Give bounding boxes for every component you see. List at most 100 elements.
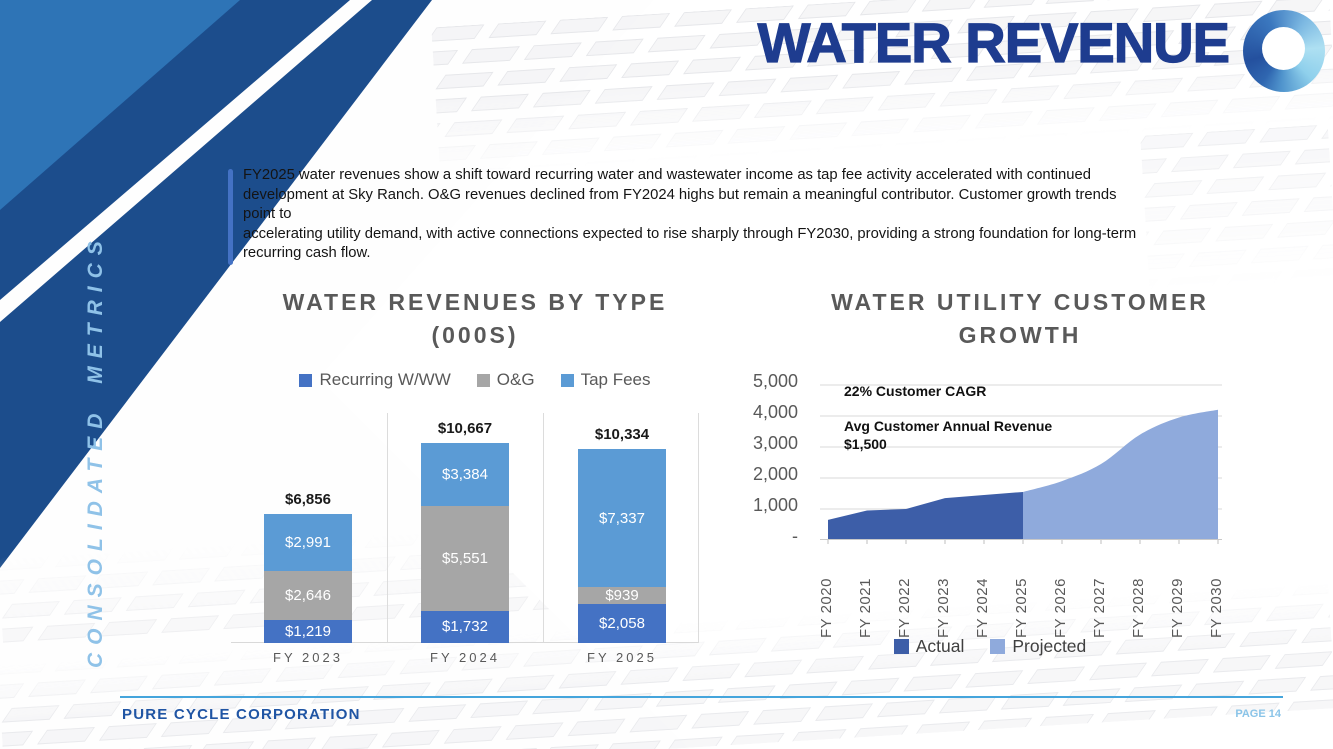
legend-item: Projected [990, 636, 1086, 657]
pattern-tile [98, 723, 157, 741]
area-chart-title-line1: WATER UTILITY CUSTOMER [831, 289, 1209, 315]
pattern-tile [550, 16, 609, 35]
legend-label: Tap Fees [580, 370, 651, 389]
pattern-tile [470, 700, 529, 719]
pattern-tile [435, 71, 494, 90]
pattern-tile [523, 42, 582, 60]
bar-segment: $1,219 [264, 620, 352, 643]
bar-segment: $7,337 [578, 449, 666, 587]
legend-label: Actual [915, 636, 965, 656]
bar-segment-label: $939 [605, 587, 639, 605]
legend-swatch [299, 373, 313, 387]
pattern-tile [431, 123, 441, 141]
pattern-tile [431, 24, 485, 42]
pattern-tile [443, 726, 502, 744]
pattern-tile [125, 593, 184, 611]
summary-line: accelerating utility demand, with active… [243, 225, 1137, 242]
pattern-tile [134, 745, 193, 749]
pattern-tile [461, 46, 520, 64]
legend-item: O&G [476, 370, 535, 390]
pattern-tile [381, 729, 440, 748]
summary-accent-bar [228, 169, 233, 265]
legend-swatch [476, 373, 490, 387]
bar-segment-label: $3,384 [442, 466, 488, 484]
bar-segment-label: $1,732 [442, 618, 488, 636]
water-revenues-by-type-chart: WATER REVENUES BY TYPE (000S) Recurring … [225, 286, 725, 686]
y-tick-label: - [792, 526, 798, 546]
pattern-tile [0, 626, 34, 645]
legend-label: O&G [496, 370, 535, 389]
pattern-tile [532, 696, 591, 715]
area-chart-legend: Actual Projected [740, 636, 1240, 657]
pattern-tile [311, 686, 370, 704]
page-title: WATER REVENUE [757, 10, 1231, 74]
avg-revenue-annotation: Avg Customer Annual Revenue [844, 418, 1053, 434]
pattern-tile [431, 97, 468, 116]
bar-total-label: $6,856 [285, 491, 331, 509]
pattern-tile [319, 733, 378, 749]
x-tick-label: FY 2030 [1208, 578, 1225, 638]
legend-label: Projected [1012, 636, 1087, 656]
pattern-tile [0, 683, 25, 701]
legend-swatch [560, 373, 574, 387]
category-separator [698, 413, 699, 643]
y-tick-label: 1,000 [752, 495, 798, 515]
legend-label: Recurring W/WW [319, 370, 451, 389]
bar-segment-label: $1,219 [285, 623, 331, 641]
pattern-tile [37, 726, 95, 745]
pattern-tile [488, 20, 547, 39]
category-separator [387, 413, 388, 643]
legend-item: Tap Fees [560, 370, 651, 390]
bar-segment: $2,991 [264, 514, 352, 571]
bar-segment-label: $2,991 [285, 534, 331, 551]
summary-text: FY2025 water revenues show a shift towar… [243, 166, 1148, 264]
x-tick-label: FY 2024 [974, 578, 991, 638]
category-separator [543, 413, 544, 643]
x-tick-label: FY 2021 [857, 578, 874, 638]
projected-area [1023, 409, 1218, 540]
bar-segment: $2,646 [264, 570, 352, 621]
pattern-tile [431, 49, 459, 68]
x-tick-label: FY 2020 [818, 578, 835, 638]
footer-rule [120, 696, 1283, 698]
pattern-tile [161, 615, 220, 633]
x-tick-label: FY 2023 [935, 578, 952, 638]
category-label: FY 2025 [587, 650, 657, 665]
actual-area [828, 491, 1062, 540]
legend-swatch [990, 639, 1006, 654]
category-label: FY 2024 [430, 650, 500, 665]
summary-line: development at Sky Ranch. O&G revenues d… [243, 186, 1117, 223]
summary-line: recurring cash flow. [243, 245, 371, 262]
footer-company: PURE CYCLE CORPORATION [122, 706, 361, 723]
pattern-tile [258, 737, 317, 749]
bar-segment: $3,384 [421, 443, 509, 507]
bar-segment-label: $2,646 [285, 586, 331, 604]
x-tick-label: FY 2027 [1091, 578, 1108, 638]
pattern-tile [1, 705, 60, 723]
avg-revenue-value: $1,500 [844, 436, 887, 452]
bar-segment-label: $7,337 [599, 509, 645, 527]
pattern-tile [0, 579, 25, 597]
x-tick-label: FY 2029 [1169, 578, 1186, 638]
area-chart-title-line2: GROWTH [958, 322, 1082, 348]
pattern-tile [151, 671, 210, 690]
legend-swatch [893, 639, 909, 654]
pattern-tile [63, 701, 122, 719]
legend-item: Actual [893, 636, 965, 657]
area-chart-svg [820, 384, 1222, 544]
pattern-tile [497, 68, 556, 86]
pattern-tile [249, 689, 308, 708]
bar-segment: $5,551 [421, 506, 509, 611]
y-tick-label: 3,000 [752, 433, 798, 453]
sidebar-section-label: CONSOLIDATED METRICS [84, 233, 107, 668]
bar-chart-title-line1: WATER REVENUES BY TYPE [282, 289, 668, 315]
x-tick-label: FY 2022 [896, 578, 913, 638]
pattern-tile [28, 679, 87, 697]
pattern-tile [152, 567, 211, 586]
pattern-tile [444, 119, 503, 137]
bar-chart-title-line2: (000S) [431, 322, 519, 348]
bar-segment-label: $2,058 [599, 615, 645, 633]
pattern-tile [431, 145, 476, 163]
y-tick-label: 2,000 [752, 464, 798, 484]
